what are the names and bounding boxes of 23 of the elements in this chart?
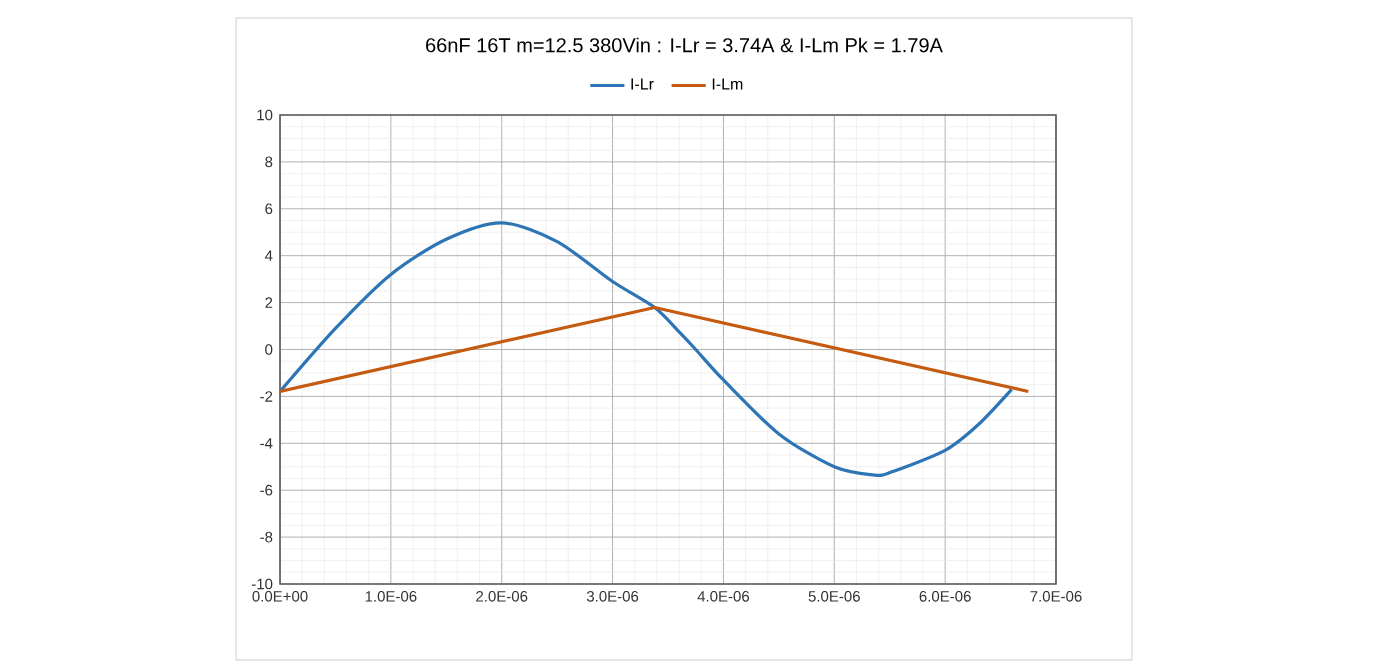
legend-label: I-Lm (712, 78, 743, 90)
y-tick-label: -6 (260, 484, 273, 496)
x-tick-label: 7.0E-06 (1030, 591, 1082, 602)
y-tick-label: 10 (257, 109, 273, 121)
x-tick-label: 0.0E+00 (252, 591, 308, 602)
x-tick-label: 6.0E-06 (919, 591, 971, 602)
y-tick-label: 0 (265, 344, 273, 355)
line-series (280, 221, 1014, 477)
y-tick-label: 2 (265, 297, 273, 308)
y-tick-label: -2 (260, 391, 273, 402)
y-tick-label: -4 (260, 438, 273, 449)
x-tick-label: 2.0E-06 (476, 591, 528, 602)
y-tick-label: 6 (265, 203, 273, 215)
legend-label: I-Lr (631, 78, 654, 90)
y-tick-label: -8 (260, 531, 273, 543)
x-tick-label: 1.0E-06 (365, 591, 417, 602)
x-tick-label: 5.0E-06 (808, 591, 860, 602)
x-tick-label: 3.0E-06 (586, 591, 639, 602)
chart-title: 66nF 16T m=12.5 380Vin : I-Lr = 3.74A & I-Lm Pk = 1.79A (426, 37, 943, 53)
x-tick-label: 4.0E-06 (697, 591, 750, 602)
y-tick-label: -10 (251, 578, 273, 590)
y-tick-label: 8 (265, 156, 273, 168)
y-tick-label: 4 (264, 250, 273, 261)
